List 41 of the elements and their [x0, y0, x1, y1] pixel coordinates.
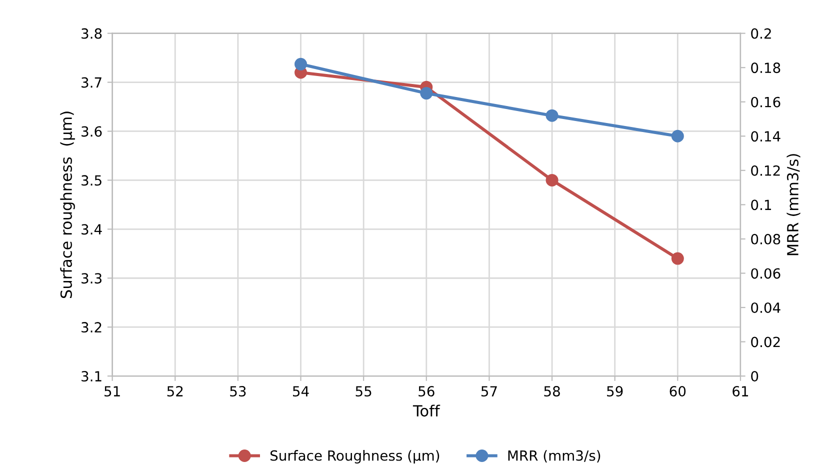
x-tick-label: 54 [293, 386, 309, 397]
x-tick-label: 58 [544, 386, 560, 397]
legend-label: Surface Roughness (µm) [270, 450, 440, 464]
point [671, 252, 684, 265]
y2-tick-label: 0 [751, 371, 758, 382]
y2-tick-label: 0.18 [751, 62, 780, 74]
x-tick-label: 52 [167, 386, 183, 397]
y2-tick-label: 0.08 [751, 234, 780, 244]
x-tick-label: 61 [732, 386, 748, 397]
x-tick-label: 55 [356, 386, 372, 397]
y2-tick-label: 0.1 [751, 200, 772, 210]
y-tick-label: 3.4 [82, 224, 102, 235]
y2-tick-label: 0.02 [751, 336, 780, 348]
point [420, 87, 433, 100]
point [546, 174, 558, 186]
x-tick-label: 51 [104, 386, 120, 397]
x-axis-title: Toff [412, 404, 440, 417]
y2-tick-label: 0.2 [751, 28, 771, 39]
y-tick-label: 3.3 [82, 273, 102, 284]
y-tick-label: 3.2 [82, 322, 102, 333]
y-tick-label: 3.5 [82, 175, 102, 186]
y2-tick-label: 0.12 [751, 165, 780, 176]
x-tick-label: 56 [418, 386, 434, 397]
y2-tick-label: 0.14 [751, 131, 780, 142]
y-tick-label: 3.7 [82, 77, 102, 88]
y2-axis-title: MRR (mm3/s) [786, 154, 800, 256]
y2-tick-label: 0.16 [751, 96, 780, 108]
y-axis-title: Surface roughness (µm) [60, 112, 75, 298]
x-tick-label: 53 [230, 386, 246, 397]
x-tick-label: 57 [481, 386, 497, 397]
y2-tick-label: 0.06 [751, 268, 780, 279]
point [294, 58, 308, 70]
point [671, 130, 684, 142]
y-tick-label: 3.8 [82, 28, 102, 39]
x-tick-label: 60 [670, 386, 686, 397]
x-tick-label: 59 [607, 386, 623, 397]
y2-tick-label: 0.04 [751, 302, 780, 313]
y-tick-label: 3.1 [82, 371, 102, 382]
point [546, 109, 558, 122]
y-tick-label: 3.6 [82, 126, 102, 137]
legend-label: MRR (mm3/s) [508, 450, 600, 462]
